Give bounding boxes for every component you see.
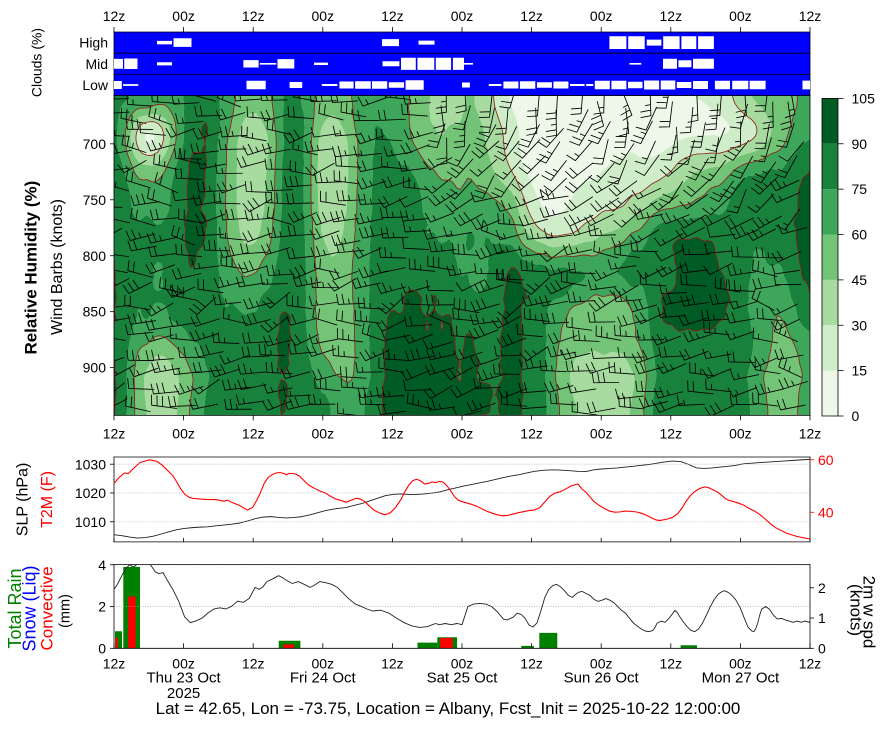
svg-text:0: 0 bbox=[852, 408, 860, 424]
svg-text:Relative Humidity (%): Relative Humidity (%) bbox=[22, 181, 41, 355]
svg-text:0: 0 bbox=[818, 640, 826, 656]
svg-text:900: 900 bbox=[83, 360, 107, 376]
svg-text:Convective: Convective bbox=[37, 566, 56, 650]
svg-text:12z: 12z bbox=[660, 426, 683, 442]
svg-text:30: 30 bbox=[852, 317, 868, 333]
svg-text:2m w spd: 2m w spd bbox=[860, 576, 879, 649]
svg-text:Sun 26 Oct: Sun 26 Oct bbox=[564, 669, 640, 686]
svg-text:700: 700 bbox=[83, 136, 107, 152]
svg-text:High: High bbox=[79, 35, 108, 51]
svg-text:Clouds (%): Clouds (%) bbox=[29, 28, 45, 97]
svg-text:(mm): (mm) bbox=[58, 594, 74, 628]
svg-text:12z: 12z bbox=[799, 426, 822, 442]
svg-text:12z: 12z bbox=[242, 655, 265, 671]
svg-text:00z: 00z bbox=[590, 655, 613, 671]
svg-text:850: 850 bbox=[83, 304, 107, 320]
svg-text:1020: 1020 bbox=[75, 485, 106, 501]
svg-text:2025: 2025 bbox=[167, 685, 200, 702]
svg-text:2: 2 bbox=[98, 599, 106, 615]
svg-text:75: 75 bbox=[852, 181, 868, 197]
svg-text:Lat = 42.65, Lon = -73.75, Loc: Lat = 42.65, Lon = -73.75, Location = Al… bbox=[156, 699, 741, 718]
svg-text:00z: 00z bbox=[451, 426, 474, 442]
svg-text:1010: 1010 bbox=[75, 514, 106, 530]
svg-text:00z: 00z bbox=[729, 8, 752, 24]
svg-text:12z: 12z bbox=[799, 8, 822, 24]
svg-text:00z: 00z bbox=[172, 426, 195, 442]
svg-text:T2M (F): T2M (F) bbox=[39, 471, 56, 528]
svg-text:1: 1 bbox=[818, 610, 826, 626]
svg-text:00z: 00z bbox=[451, 8, 474, 24]
svg-text:12z: 12z bbox=[520, 8, 543, 24]
svg-text:00z: 00z bbox=[729, 655, 752, 671]
svg-text:Total Rain: Total Rain bbox=[5, 568, 25, 648]
svg-text:12z: 12z bbox=[520, 655, 543, 671]
svg-text:00z: 00z bbox=[590, 426, 613, 442]
svg-text:Wind Barbs (knots): Wind Barbs (knots) bbox=[49, 199, 66, 335]
svg-text:12z: 12z bbox=[242, 426, 265, 442]
svg-text:12z: 12z bbox=[660, 655, 683, 671]
svg-text:(knots): (knots) bbox=[847, 584, 866, 636]
svg-text:15: 15 bbox=[852, 363, 868, 379]
svg-text:750: 750 bbox=[83, 192, 107, 208]
svg-text:SLP (hPa): SLP (hPa) bbox=[14, 463, 31, 537]
svg-text:105: 105 bbox=[852, 90, 876, 106]
svg-text:00z: 00z bbox=[451, 655, 474, 671]
svg-text:1030: 1030 bbox=[75, 456, 106, 472]
svg-text:00z: 00z bbox=[312, 426, 335, 442]
svg-text:0: 0 bbox=[98, 640, 106, 656]
svg-text:60: 60 bbox=[852, 227, 868, 243]
svg-text:Thu 23 Oct: Thu 23 Oct bbox=[146, 669, 221, 686]
svg-text:12z: 12z bbox=[103, 8, 126, 24]
svg-text:Mid: Mid bbox=[85, 56, 108, 72]
svg-text:12z: 12z bbox=[799, 655, 822, 671]
svg-text:Sat 25 Oct: Sat 25 Oct bbox=[427, 669, 499, 686]
svg-text:00z: 00z bbox=[312, 8, 335, 24]
svg-text:00z: 00z bbox=[312, 655, 335, 671]
svg-text:12z: 12z bbox=[381, 655, 404, 671]
svg-text:00z: 00z bbox=[729, 426, 752, 442]
svg-text:90: 90 bbox=[852, 136, 868, 152]
svg-text:00z: 00z bbox=[590, 8, 613, 24]
svg-text:Snow (Liq): Snow (Liq) bbox=[20, 565, 40, 651]
svg-text:60: 60 bbox=[818, 452, 834, 468]
svg-text:00z: 00z bbox=[172, 655, 195, 671]
svg-text:12z: 12z bbox=[242, 8, 265, 24]
svg-text:Fri 24 Oct: Fri 24 Oct bbox=[290, 669, 357, 686]
svg-text:12z: 12z bbox=[103, 426, 126, 442]
svg-text:12z: 12z bbox=[660, 8, 683, 24]
svg-text:00z: 00z bbox=[172, 8, 195, 24]
svg-text:4: 4 bbox=[98, 557, 106, 573]
svg-text:12z: 12z bbox=[103, 655, 126, 671]
svg-text:40: 40 bbox=[818, 504, 834, 520]
svg-text:2: 2 bbox=[818, 580, 826, 596]
svg-text:12z: 12z bbox=[520, 426, 543, 442]
svg-text:12z: 12z bbox=[381, 426, 404, 442]
svg-text:Mon 27 Oct: Mon 27 Oct bbox=[702, 669, 780, 686]
svg-text:Low: Low bbox=[82, 77, 109, 93]
svg-text:800: 800 bbox=[83, 248, 107, 264]
svg-text:12z: 12z bbox=[381, 8, 404, 24]
svg-text:45: 45 bbox=[852, 272, 868, 288]
